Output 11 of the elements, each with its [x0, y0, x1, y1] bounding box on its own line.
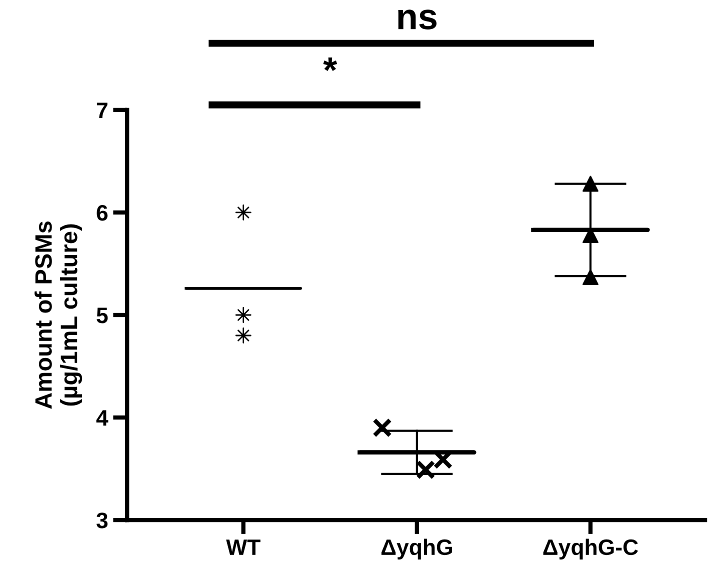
x-tick-label: WT	[226, 540, 260, 555]
text: *	[323, 58, 338, 71]
y-tick-label: 6	[96, 205, 108, 221]
y-axis-title: Amount of PSMs (µg/1mL culture)	[34, 222, 82, 409]
y-tick-label: 5	[96, 308, 108, 324]
text: ns	[398, 10, 437, 30]
y-tick-label: 7	[96, 102, 108, 118]
y-tick-label: 4	[96, 410, 108, 426]
x-tick-label: ΔyqhG-C	[543, 538, 638, 560]
x-tick-label: ΔyqhG	[381, 538, 452, 560]
y-tick-label: 3	[96, 512, 108, 528]
